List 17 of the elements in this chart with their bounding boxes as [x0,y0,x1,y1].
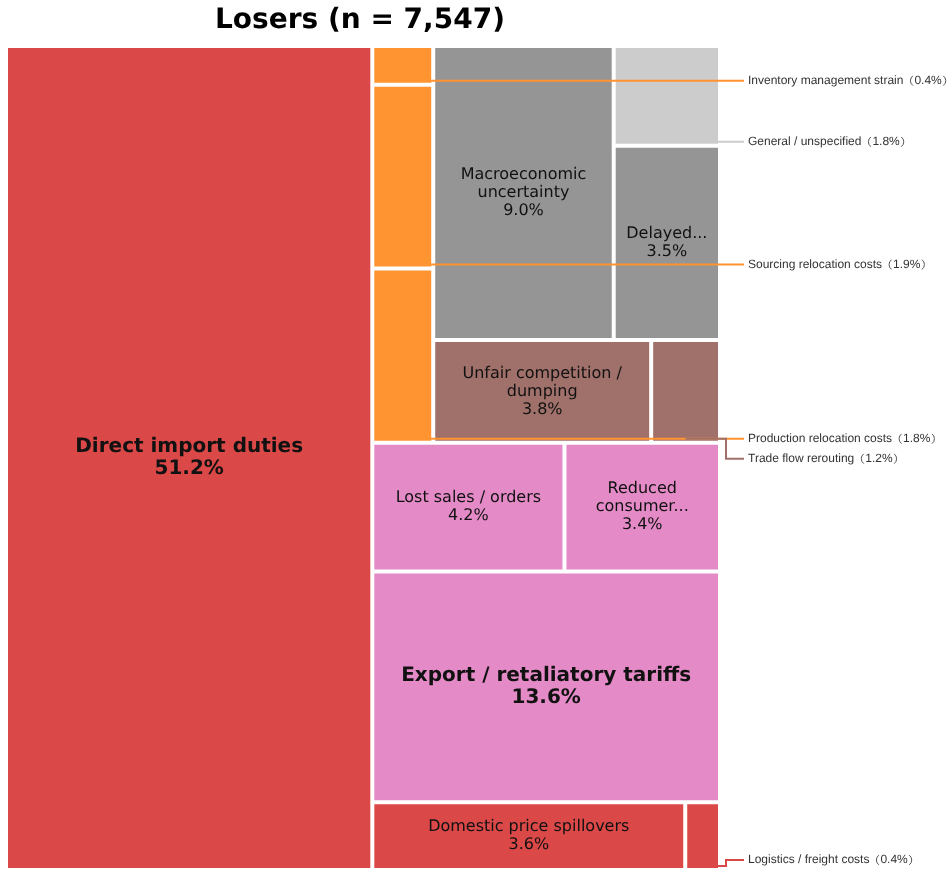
text: Losers (n = 7,547) [212,2,507,40]
data-label: 51.2% [154,458,224,481]
category-label: Reduced consumer... [595,479,689,516]
category-label: Domestic price spillovers [428,817,630,836]
category-label: Macroeconomic uncertainty [460,165,587,202]
category-label: Delayed... [626,224,708,243]
data-label: 3.6% [508,835,550,854]
category-label: Direct import duties [75,436,304,459]
data-label: 3.5% [646,242,688,261]
data-label: 3.4% [621,515,664,534]
data-label: 4.2% [448,506,490,525]
data-label: 9.0% [503,201,545,220]
data-label: 3.8% [521,399,564,418]
data-label: 13.6% [511,687,581,710]
category-label: Lost sales / orders [395,488,542,507]
category-label: Export / retaliatory tariffs [401,665,692,688]
category-label: Unfair competition / dumping [462,363,623,400]
